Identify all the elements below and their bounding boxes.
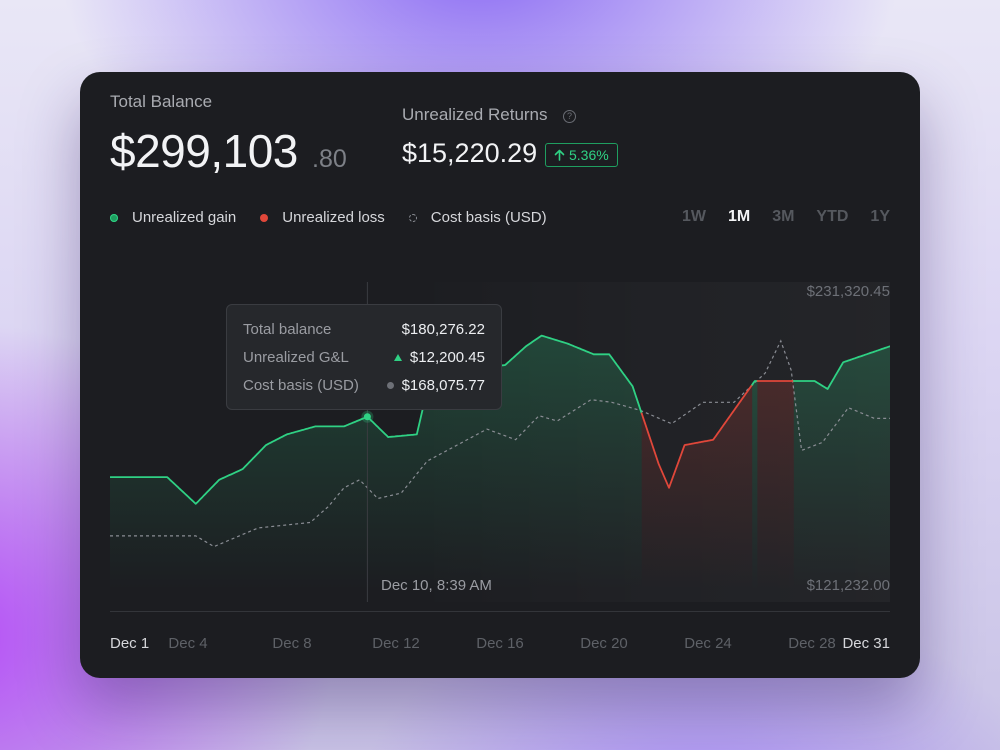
legend-item-loss[interactable]: Unrealized loss <box>260 209 385 226</box>
balance-chart[interactable] <box>110 272 890 602</box>
time-range-selector: 1W 1M 3M YTD 1Y <box>682 208 890 226</box>
loss-area <box>641 384 753 590</box>
y-axis-max-label: $231,320.45 <box>806 283 890 300</box>
x-tick-label: Dec 1 <box>110 635 150 652</box>
range-1w[interactable]: 1W <box>681 208 706 225</box>
cursor-time-label: Dec 10, 8:39 AM <box>381 577 492 594</box>
tooltip-value-total: $180,276.22 <box>401 320 485 338</box>
tooltip-label-basis: Cost basis (USD) <box>243 376 359 394</box>
y-axis-min-label: $121,232.00 <box>806 577 890 594</box>
gain-line-segment <box>792 345 890 390</box>
legend-item-gain[interactable]: Unrealized gain <box>110 209 236 226</box>
question-icon[interactable]: ? <box>563 110 576 123</box>
x-tick-label: Dec 4 <box>168 635 208 652</box>
cost-basis-dot-icon <box>408 213 417 222</box>
total-balance-label: Total Balance <box>110 92 213 111</box>
x-tick-label: Dec 16 <box>476 635 524 652</box>
x-axis-line <box>110 611 890 612</box>
gain-line-segment <box>110 334 643 505</box>
x-tick-label: Dec 28 <box>788 635 836 652</box>
x-tick-label: Dec 20 <box>580 635 628 652</box>
gray-dot-icon <box>386 381 394 389</box>
unrealized-returns-value: $15,220.29 <box>402 138 538 168</box>
returns-change-badge: 5.36% <box>545 143 618 167</box>
tooltip-value-basis: $168,075.77 <box>401 376 485 394</box>
triangle-up-icon <box>393 353 402 361</box>
chart-legend: Unrealized gain Unrealized loss Cost bas… <box>110 209 571 226</box>
x-tick-label: Dec 31 <box>842 635 890 652</box>
x-tick-label: Dec 24 <box>684 635 732 652</box>
total-balance-value: $299,103 <box>110 125 298 177</box>
range-ytd[interactable]: YTD <box>816 208 849 225</box>
tooltip-label-total: Total balance <box>243 320 332 338</box>
cost-basis-line <box>110 339 890 548</box>
legend-label-loss: Unrealized loss <box>282 209 385 226</box>
tooltip-label-gl: Unrealized G&L <box>243 348 349 366</box>
gain-dot-icon <box>110 213 118 222</box>
unrealized-returns-label: Unrealized Returns <box>402 105 548 124</box>
range-1y[interactable]: 1Y <box>870 208 890 225</box>
x-axis-ticks: Dec 1 Dec 4 Dec 8 Dec 12 Dec 16 Dec 20 Dec 24 D… <box>110 635 890 655</box>
tooltip-value-gl: $12,200.45 <box>409 348 485 366</box>
loss-dot-icon <box>260 213 269 222</box>
legend-label-cost-basis: Cost basis (USD) <box>430 209 547 226</box>
x-tick-label: Dec 12 <box>372 635 420 652</box>
loss-area <box>757 381 794 590</box>
range-3m[interactable]: 3M <box>772 208 795 225</box>
portfolio-card: Total Balance $299,103 .80 Unrealized Re… <box>80 72 920 678</box>
total-balance-cents: .80 <box>312 145 347 173</box>
loss-line-segment <box>640 383 754 489</box>
tooltip-row-gl: Unrealized G&L $12,200.45 <box>243 347 485 367</box>
tooltip-row-total: Total balance $180,276.22 <box>243 319 485 339</box>
range-1m[interactable]: 1M <box>727 208 751 225</box>
gain-area <box>793 346 890 590</box>
cursor-point <box>363 413 371 421</box>
legend-item-cost-basis[interactable]: Cost basis (USD) <box>408 209 547 226</box>
chart-tooltip: Total balance $180,276.22 Unrealized G&L… <box>226 304 502 410</box>
returns-change-value: 5.36% <box>569 147 609 163</box>
arrow-up-icon <box>554 149 565 161</box>
gain-area <box>752 381 758 590</box>
tooltip-row-basis: Cost basis (USD) $168,075.77 <box>243 375 485 395</box>
x-tick-label: Dec 8 <box>272 635 312 652</box>
gain-area <box>110 335 642 590</box>
legend-label-gain: Unrealized gain <box>132 209 237 226</box>
